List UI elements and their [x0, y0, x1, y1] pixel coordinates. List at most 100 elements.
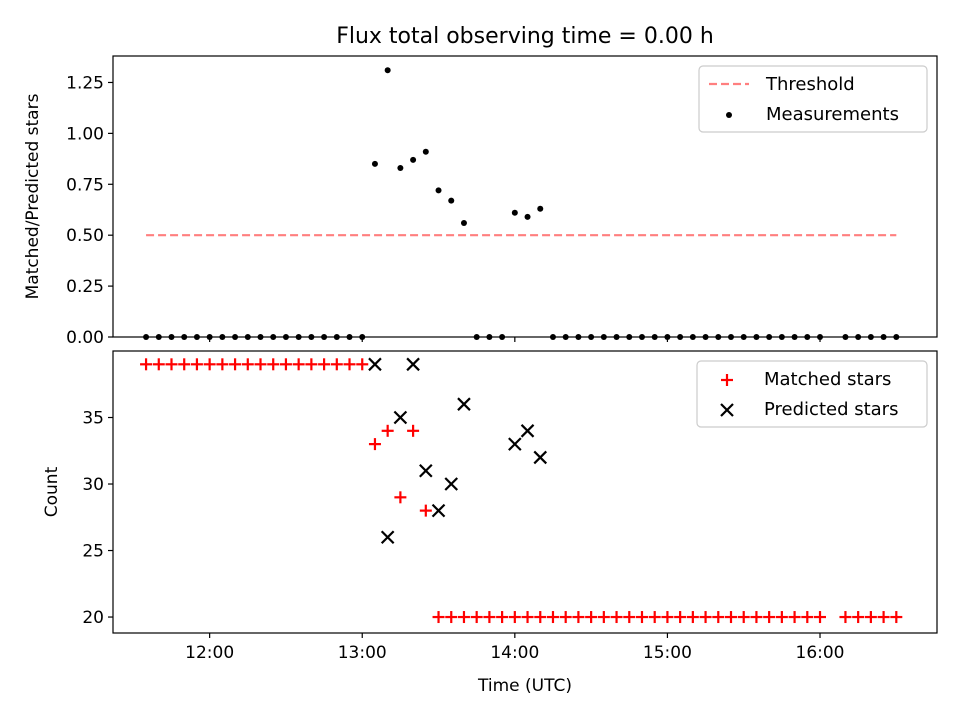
- predicted-star-point: [380, 530, 395, 545]
- matched-star-point: [623, 611, 636, 624]
- predicted-star-point: [720, 403, 734, 417]
- matched-star-point: [419, 504, 432, 517]
- matched-star-point: [432, 611, 445, 624]
- matched-star-point: [610, 611, 623, 624]
- y-tick-label: 0.50: [66, 226, 104, 246]
- matched-star-point: [559, 611, 572, 624]
- matched-star-point: [635, 611, 648, 624]
- matched-star-point: [330, 358, 343, 371]
- y-tick-label: 1.00: [66, 124, 104, 144]
- measurement-point: [448, 197, 455, 204]
- y-axis-label: Matched/Predicted stars: [23, 93, 43, 299]
- y-tick-label: 30: [82, 475, 104, 495]
- matched-star-point: [318, 358, 331, 371]
- measurement-point: [537, 205, 544, 212]
- measurement-point: [435, 187, 442, 194]
- matched-star-point: [546, 611, 559, 624]
- x-tick-label: 16:00: [796, 643, 845, 663]
- matched-star-point: [572, 611, 585, 624]
- matched-star-point: [178, 358, 191, 371]
- matched-star-point: [165, 358, 178, 371]
- matched-star-point: [305, 358, 318, 371]
- legend-label: Threshold: [765, 74, 855, 95]
- x-tick-label: 13:00: [338, 643, 387, 663]
- x-axis-label: Time (UTC): [477, 676, 572, 696]
- matched-star-point: [457, 611, 470, 624]
- matched-star-point: [229, 358, 242, 371]
- predicted-star-point: [508, 437, 522, 451]
- matched-star-point: [343, 358, 356, 371]
- matched-star-point: [356, 358, 369, 371]
- matched-star-point: [750, 611, 763, 624]
- axes-frame: [112, 55, 938, 338]
- matched-star-point: [585, 611, 598, 624]
- matched-star-point: [267, 358, 280, 371]
- figure-title: Flux total observing time = 0.00 h: [336, 24, 714, 49]
- matched-star-point: [839, 611, 852, 624]
- legend-label: Predicted stars: [764, 399, 898, 420]
- matched-star-point: [648, 611, 661, 624]
- matched-star-point: [190, 358, 203, 371]
- matched-star-point: [203, 358, 216, 371]
- matched-star-point: [534, 611, 547, 624]
- legend-label: Matched stars: [764, 369, 891, 390]
- matched-star-point: [394, 491, 407, 504]
- legend-label: Measurements: [766, 104, 899, 125]
- matched-star-point: [686, 611, 699, 624]
- y-tick-label: 1.25: [66, 73, 104, 93]
- matched-star-point: [368, 438, 381, 451]
- legend: Threshold Measurements: [698, 65, 928, 133]
- matched-star-point: [597, 611, 610, 624]
- matched-star-point: [725, 611, 737, 624]
- matched-star-point: [763, 611, 776, 624]
- measurement-point: [410, 156, 417, 163]
- predicted-star-point: [457, 397, 471, 411]
- x-tick-label: 14:00: [490, 643, 539, 663]
- y-tick-label: 25: [82, 542, 104, 562]
- y-tick-label: 20: [82, 608, 104, 628]
- axes-frame: [112, 350, 938, 634]
- measurement-point: [422, 148, 429, 155]
- y-axis-label: Count: [42, 466, 62, 517]
- ratio-panel: 0.00 0.25 0.50 0.75 1.00 1.25 Matched/Predicte…: [23, 55, 938, 348]
- matched-star-point: [712, 611, 725, 624]
- matched-star-point: [407, 424, 420, 437]
- matched-star-point: [737, 611, 750, 624]
- matched-star-point: [788, 611, 801, 624]
- measurement-point: [524, 213, 531, 220]
- y-tick-label: 0.75: [66, 175, 104, 195]
- predicted-star-point: [393, 410, 408, 425]
- matched-star-point: [852, 611, 865, 624]
- matched-star-point: [483, 611, 496, 624]
- count-panel: 20 25 30 35 12:00 13:00 14:00 15:00 16:00 Count Ma…: [42, 350, 938, 663]
- measurement-point: [460, 219, 467, 226]
- predicted-star-point: [419, 463, 433, 478]
- x-tick-label: 15:00: [643, 643, 692, 663]
- y-tick-label: 35: [82, 409, 104, 429]
- measurement-point: [384, 67, 391, 74]
- predicted-star-point: [520, 424, 535, 438]
- predicted-star-point: [406, 357, 420, 372]
- matched-star-point: [775, 611, 788, 624]
- matched-star-point: [152, 358, 165, 371]
- matched-star-point: [801, 611, 814, 624]
- measurement-point: [371, 160, 378, 167]
- y-tick-label: 0.25: [66, 277, 104, 297]
- matched-star-point: [814, 611, 827, 624]
- matched-star-point: [508, 611, 521, 624]
- measurement-point: [397, 164, 404, 171]
- matched-star-point: [381, 424, 394, 437]
- legend: Matched stars Predicted stars: [696, 360, 928, 428]
- predicted-star-point: [431, 503, 446, 518]
- legend-measurement-swatch: [726, 112, 732, 118]
- matched-star-point: [699, 611, 712, 624]
- predicted-star-point: [368, 357, 382, 372]
- measurement-point: [511, 209, 518, 216]
- matched-star-point: [279, 358, 292, 371]
- matched-star-point: [445, 611, 458, 624]
- matched-star-point: [496, 611, 509, 624]
- matched-star-point: [890, 611, 903, 624]
- matched-star-point: [470, 611, 483, 624]
- matched-star-point: [254, 358, 267, 371]
